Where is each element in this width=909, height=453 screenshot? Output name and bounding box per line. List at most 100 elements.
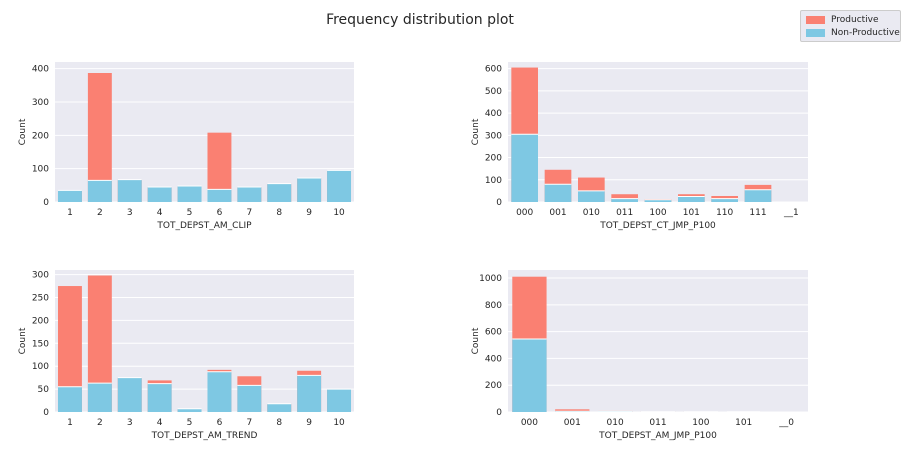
x-tick-label: 010	[607, 418, 624, 428]
y-tick-label: 150	[32, 339, 49, 349]
bar-non-productive-110	[711, 198, 738, 202]
x-tick-label: 110	[716, 208, 733, 218]
y-tick-label: 0	[496, 198, 502, 208]
bar-non-productive-011	[611, 198, 638, 202]
y-axis-label: Count	[18, 118, 28, 145]
bar-non-productive-111	[744, 189, 772, 202]
x-axis-label: TOT_DEPST_AM_CLIP	[156, 221, 252, 231]
bar-non-productive-5	[177, 408, 202, 412]
chart-panel-4: 0 200 400 600 800 1000 000 001 010 011 100 101 __0 TO…	[471, 270, 808, 441]
x-tick-label: 3	[127, 208, 133, 218]
x-tick-label: 3	[127, 418, 133, 428]
y-tick-label: 500	[485, 87, 502, 97]
x-tick-label: 8	[276, 208, 282, 218]
x-tick-label: 000	[521, 418, 538, 428]
bar-productive-6	[207, 132, 232, 202]
bar-non-productive-1	[57, 190, 82, 202]
x-tick-label: 6	[217, 208, 223, 218]
bar-non-productive-9	[297, 178, 322, 202]
x-tick-label: __1	[783, 208, 799, 218]
y-tick-label: 50	[38, 385, 50, 395]
bar-non-productive-1	[57, 386, 82, 412]
figure-title: Frequency distribution plot	[326, 12, 514, 28]
chart-panel-1: 0 100 200 300 400 1 2 3 4 5 6 7 8 9 10 TOT_DEPST_AM_CLI…	[18, 62, 354, 231]
x-tick-label: 1	[67, 208, 73, 218]
x-tick-label: 100	[692, 418, 709, 428]
y-tick-label: 100	[32, 362, 49, 372]
y-axis-label: Count	[471, 118, 481, 145]
legend-label-productive: Productive	[831, 15, 879, 25]
bar-non-productive-10	[327, 170, 352, 202]
bar-productive-001	[555, 409, 590, 412]
bar-non-productive-100	[644, 199, 672, 202]
bar-productive-1	[57, 286, 82, 412]
x-tick-label: 9	[306, 208, 312, 218]
bar-non-productive-101	[678, 196, 705, 202]
y-tick-label: 0	[43, 408, 49, 418]
legend-swatch-non-productive	[806, 29, 825, 37]
x-axis-label: TOT_DEPST_AM_JMP_P100	[598, 431, 717, 441]
x-tick-label: 4	[157, 418, 163, 428]
chart-panel-3: 0 50 100 150 200 250 300 1 2 3 4 5 6 7 8 9 10 TOT_DEPST_A…	[18, 270, 354, 441]
bar-non-productive-3	[117, 377, 142, 412]
bar-non-productive-4	[147, 187, 172, 202]
plot-area	[508, 270, 808, 412]
x-axis-label: TOT_DEPST_CT_JMP_P100	[599, 221, 716, 231]
bar-non-productive-9	[297, 375, 322, 412]
x-tick-label: 100	[649, 208, 666, 218]
legend: Productive Non-Productive	[800, 10, 901, 42]
bar-non-productive-7	[237, 187, 262, 202]
bar-non-productive-6	[207, 189, 232, 202]
x-tick-label: 7	[246, 208, 252, 218]
y-tick-label: 200	[485, 381, 502, 391]
x-tick-label: 101	[683, 208, 700, 218]
x-tick-label: __0	[778, 418, 794, 428]
y-tick-label: 400	[485, 354, 502, 364]
y-tick-label: 200	[485, 154, 502, 164]
x-tick-label: 111	[749, 208, 766, 218]
x-tick-label: 10	[333, 208, 345, 218]
y-tick-label: 300	[485, 131, 502, 141]
y-tick-label: 400	[485, 109, 502, 119]
y-tick-label: 600	[485, 328, 502, 338]
y-tick-label: 400	[32, 65, 49, 75]
bar-non-productive-10	[327, 389, 352, 412]
x-tick-label: 000	[516, 208, 533, 218]
bar-non-productive-8	[267, 183, 292, 202]
legend-label-non-productive: Non-Productive	[831, 28, 900, 38]
y-tick-label: 100	[485, 176, 502, 186]
bar-non-productive-2	[87, 383, 112, 412]
x-tick-label: 10	[333, 418, 345, 428]
y-tick-label: 1000	[479, 274, 502, 284]
bar-non-productive-2	[87, 180, 112, 202]
y-tick-label: 200	[32, 131, 49, 141]
y-axis-label: Count	[18, 327, 28, 354]
y-tick-label: 0	[496, 408, 502, 418]
bar-non-productive-000	[511, 134, 538, 202]
bar-non-productive-001	[544, 184, 572, 202]
x-tick-label: 9	[306, 418, 312, 428]
x-tick-label: 101	[735, 418, 752, 428]
x-tick-label: 2	[97, 418, 103, 428]
x-tick-label: 6	[217, 418, 223, 428]
x-tick-label: 7	[246, 418, 252, 428]
y-tick-label: 100	[32, 165, 49, 175]
bar-non-productive-6	[207, 371, 232, 412]
x-tick-label: 011	[616, 208, 633, 218]
y-tick-label: 600	[485, 65, 502, 75]
x-tick-label: 5	[187, 208, 193, 218]
y-axis-label: Count	[471, 327, 481, 354]
y-tick-label: 800	[485, 301, 502, 311]
bar-non-productive-7	[237, 385, 262, 412]
x-tick-label: 001	[564, 418, 581, 428]
legend-swatch-productive	[806, 16, 825, 24]
bar-non-productive-8	[267, 403, 292, 412]
y-tick-label: 300	[32, 98, 49, 108]
x-axis-label: TOT_DEPST_AM_TREND	[151, 431, 258, 441]
legend-item-productive: Productive	[806, 14, 879, 26]
chart-panel-2: 0 100 200 300 400 500 600 000 001 010 011 100 101 110…	[471, 62, 808, 231]
y-tick-label: 250	[32, 293, 49, 303]
bar-non-productive-010	[578, 190, 605, 202]
x-tick-label: 2	[97, 208, 103, 218]
